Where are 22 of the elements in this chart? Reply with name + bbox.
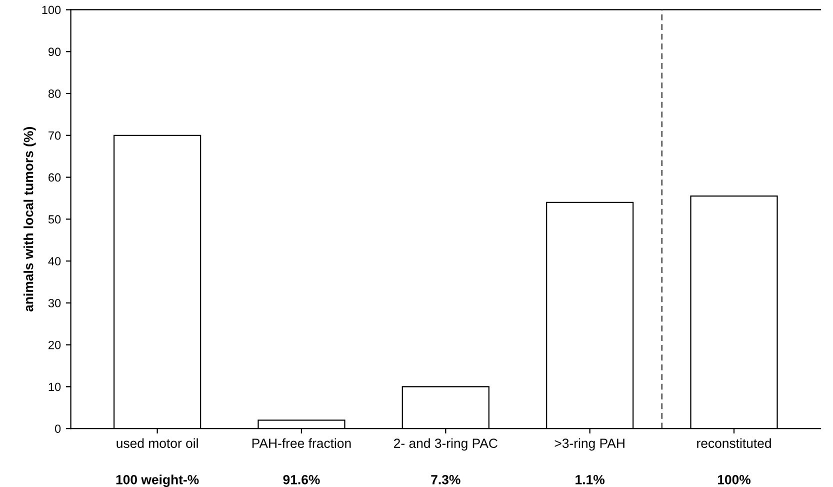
y-tick-label: 60 <box>48 173 61 182</box>
text: 1.1% <box>576 475 605 484</box>
text: 7.3% <box>431 474 460 484</box>
y-tick-label: 0 <box>54 424 61 433</box>
x-tick-label: >3-ring PAH <box>554 438 624 451</box>
y-tick-label: 10 <box>48 382 61 392</box>
y-tick-label: 50 <box>48 215 61 224</box>
x-tick-label: reconstituted <box>697 438 771 448</box>
text: 91.6% <box>283 474 320 484</box>
y-axis-title: animals with local tumors (%) <box>24 127 36 312</box>
text: 100 weight-% <box>116 474 199 487</box>
y-tick-label: 90 <box>48 48 61 56</box>
y-tick-label: 40 <box>48 257 61 266</box>
y-tick-label: 30 <box>48 298 61 308</box>
x-tick-label: PAH-free fraction <box>252 438 351 448</box>
x-tick-label: 2- and 3-ring PAC <box>394 438 498 451</box>
y-tick-label: 70 <box>48 131 61 140</box>
y-tick-label: 20 <box>48 340 61 350</box>
text: 100% <box>718 474 751 484</box>
y-tick-label: 100 <box>42 6 61 14</box>
y-tick-label: 80 <box>48 90 61 98</box>
x-tick-label: used motor oil <box>116 438 198 448</box>
